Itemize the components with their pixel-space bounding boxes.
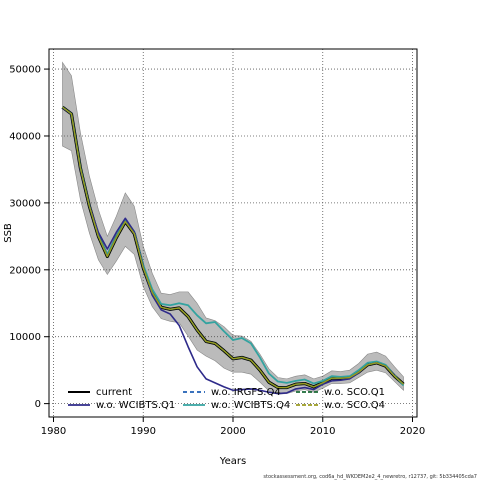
y-tick-label-40000: 40000: [9, 131, 41, 142]
legend-label-4: w.o. SCO.Q1: [324, 387, 385, 398]
y-tick-label-30000: 30000: [9, 198, 41, 209]
x-tick-label-2000: 2000: [220, 426, 245, 437]
footnote: stockassessment.org, cod6a_hd_WKDEM2e2_4…: [263, 474, 477, 480]
legend-label-3: w.o. WCIBTS.Q4: [211, 400, 290, 411]
y-tick-label-0: 0: [35, 399, 41, 410]
grid-layer: [49, 49, 417, 417]
x-tick-label-1990: 1990: [131, 426, 156, 437]
legend-label-5: w.o. SCO.Q4: [324, 400, 385, 411]
y-tick-label-50000: 50000: [9, 65, 41, 76]
series-line-w-o-sco-q4: [62, 106, 405, 389]
axis-layer: 1980 1990 2000 2010 2020 0 10000 20000 30000 4000…: [9, 65, 425, 437]
y-axis-title: SSB: [3, 223, 14, 243]
y-tick-label-10000: 10000: [9, 332, 41, 343]
series-line-w-o-wcibts-q1: [62, 107, 396, 395]
legend: current w.o. WCIBTS.Q1 w.o. IRGFS.Q4 w.o. W…: [68, 387, 385, 411]
x-tick-label-1980: 1980: [41, 426, 66, 437]
series-layer: [61, 105, 405, 395]
legend-label-1: w.o. WCIBTS.Q1: [96, 400, 175, 411]
x-tick-label-2010: 2010: [310, 426, 335, 437]
legend-label-2: w.o. IRGFS.Q4: [211, 387, 281, 398]
legend-label-0: current: [96, 387, 132, 398]
x-tick-label-2020: 2020: [400, 426, 425, 437]
x-axis-title: Years: [219, 456, 246, 467]
y-tick-label-20000: 20000: [9, 265, 41, 276]
